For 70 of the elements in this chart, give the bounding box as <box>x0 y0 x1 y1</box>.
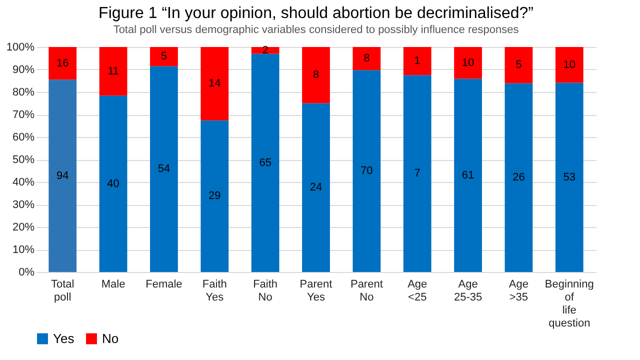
x-tick-label: Total poll <box>50 278 74 304</box>
annotation: 10 <box>462 56 474 69</box>
x-tick-label: Female <box>146 278 182 290</box>
y-tick-label: 0% <box>18 266 35 278</box>
bar <box>352 47 381 70</box>
bar <box>150 66 178 272</box>
bar <box>48 80 77 272</box>
bar <box>99 96 128 272</box>
bar <box>150 47 178 66</box>
bar <box>302 47 330 104</box>
bar <box>302 103 330 272</box>
bar <box>99 47 128 96</box>
annotation: 10 <box>563 58 576 71</box>
bar <box>403 75 432 272</box>
annotation: 1 <box>414 55 420 68</box>
x-tick-label: Parent Yes <box>300 278 332 304</box>
annotation: 8 <box>364 52 370 65</box>
annotation: 24 <box>310 182 322 194</box>
chart-subtitle: Total poll versus demographic variables considered to possibly influence responses <box>113 24 520 36</box>
bar <box>454 47 482 79</box>
annotation: 11 <box>108 65 119 78</box>
annotation: 65 <box>259 156 272 169</box>
bar <box>504 47 533 84</box>
annotation: 29 <box>208 190 221 202</box>
y-tick-label: 100% <box>6 42 35 54</box>
bar <box>251 47 280 54</box>
annotation: 14 <box>208 78 221 90</box>
y-tick-label: 10% <box>12 244 35 256</box>
annotation: 54 <box>158 163 170 176</box>
bar <box>504 83 533 272</box>
x-tick-label: Faith No <box>253 278 278 304</box>
legend-label: No <box>102 330 119 346</box>
chart-title: Figure 1 “In your opinion, should abortion be decriminalised?” <box>98 5 534 22</box>
annotation: 2 <box>262 44 268 56</box>
bar <box>352 70 381 272</box>
y-tick-label: 50% <box>12 154 35 166</box>
y-tick-label: 20% <box>12 222 35 234</box>
annotation: 94 <box>56 170 69 182</box>
y-tick-label: 70% <box>12 109 35 121</box>
legend-label: Yes <box>53 330 75 346</box>
bar <box>48 47 77 80</box>
x-tick-label: Male <box>101 278 126 290</box>
x-tick-label: Age 25-35 <box>454 278 482 304</box>
annotation: 26 <box>512 172 525 184</box>
bar <box>555 47 584 83</box>
annotation: 7 <box>414 168 420 180</box>
bar <box>454 78 482 272</box>
y-tick-label: 30% <box>12 199 35 211</box>
annotation: 8 <box>312 69 320 82</box>
annotation: 40 <box>107 178 120 190</box>
y-tick-label: 90% <box>12 64 35 76</box>
y-tick-label: 80% <box>12 86 35 98</box>
x-tick-label: Age <25 <box>408 278 428 304</box>
bar <box>200 120 229 272</box>
annotation: 70 <box>360 165 373 178</box>
x-tick-label: Age >35 <box>508 278 529 304</box>
annotation: 5 <box>516 59 522 72</box>
bar <box>251 54 280 272</box>
annotation: 61 <box>462 169 474 182</box>
annotation: 16 <box>56 57 69 70</box>
x-tick-label: Parent No <box>350 278 383 304</box>
x-tick-label: Beginning of life question <box>544 278 594 330</box>
y-tick-label: 60% <box>12 132 35 144</box>
annotation: 5 <box>160 50 168 63</box>
y-tick-label: 40% <box>12 176 35 188</box>
bar <box>403 47 432 76</box>
x-tick-label: Faith Yes <box>202 278 227 304</box>
bar <box>555 82 584 272</box>
annotation: 53 <box>563 171 576 184</box>
bar <box>200 47 229 120</box>
